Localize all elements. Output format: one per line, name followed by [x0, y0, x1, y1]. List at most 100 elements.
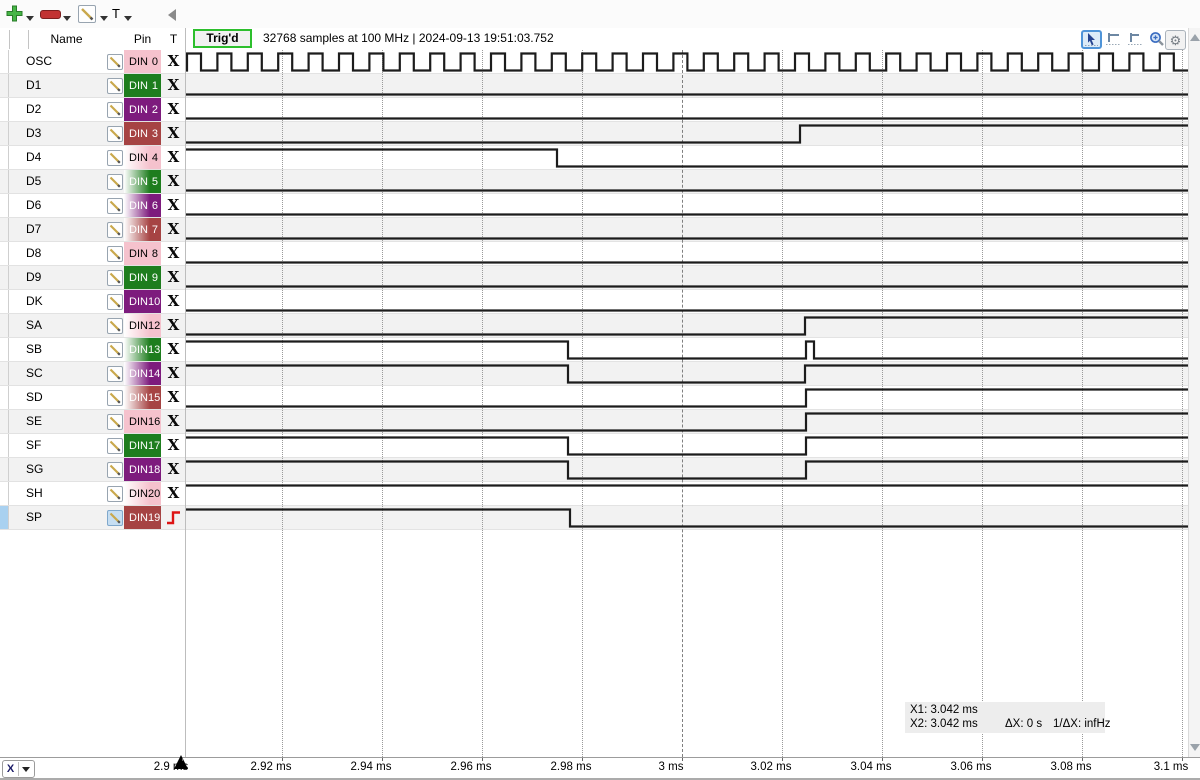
- row-selection-strip[interactable]: [0, 50, 9, 73]
- edit-channel-cell[interactable]: [105, 146, 124, 169]
- pin-badge[interactable]: DIN 8: [124, 242, 161, 265]
- scroll-down-icon[interactable]: [1190, 744, 1200, 751]
- channel-row-dk[interactable]: DK DIN 10 X: [0, 290, 186, 314]
- trigd-indicator[interactable]: Trig'd: [193, 29, 252, 48]
- trigger-cell[interactable]: X: [161, 98, 186, 121]
- remove-channel-button[interactable]: [40, 10, 61, 19]
- trigger-cell[interactable]: X: [161, 266, 186, 289]
- pin-badge[interactable]: DIN 18: [124, 458, 161, 481]
- pin-badge[interactable]: DIN 12: [124, 314, 161, 337]
- row-selection-strip[interactable]: [0, 74, 9, 97]
- trigger-cell[interactable]: X: [161, 410, 186, 433]
- channel-name-label[interactable]: D9: [26, 270, 42, 284]
- trigger-cell[interactable]: X: [161, 146, 186, 169]
- channel-name-label[interactable]: D7: [26, 222, 42, 236]
- trigger-cell[interactable]: X: [161, 290, 186, 313]
- pin-badge[interactable]: DIN 16: [124, 410, 161, 433]
- channel-row-d4[interactable]: D4 DIN 4 X: [0, 146, 186, 170]
- trigger-cell[interactable]: X: [161, 122, 186, 145]
- trigger-cell[interactable]: [161, 506, 186, 529]
- edit-channel-cell[interactable]: [105, 194, 124, 217]
- row-selection-strip-selected[interactable]: [0, 506, 9, 529]
- channel-name-label[interactable]: SE: [26, 414, 43, 428]
- pin-badge[interactable]: DIN 3: [124, 122, 161, 145]
- row-selection-strip[interactable]: [0, 434, 9, 457]
- trigger-cell[interactable]: X: [161, 194, 186, 217]
- channel-row-osc[interactable]: OSC DIN 0 X: [0, 50, 186, 74]
- trigger-cell[interactable]: X: [161, 242, 186, 265]
- channel-name-label[interactable]: D4: [26, 150, 42, 164]
- panel-divider[interactable]: [185, 28, 186, 757]
- channel-name-label[interactable]: D3: [26, 126, 42, 140]
- trigger-menu-button[interactable]: T: [112, 6, 120, 21]
- channel-row-sg[interactable]: SG DIN 18 X: [0, 458, 186, 482]
- pin-badge[interactable]: DIN 9: [124, 266, 161, 289]
- row-selection-strip[interactable]: [0, 242, 9, 265]
- edit-channel-cell[interactable]: [105, 50, 124, 73]
- channel-row-d5[interactable]: D5 DIN 5 X: [0, 170, 186, 194]
- trigger-cell[interactable]: X: [161, 482, 186, 505]
- row-selection-strip[interactable]: [0, 314, 9, 337]
- channel-name-label[interactable]: D2: [26, 102, 42, 116]
- edit-channel-cell[interactable]: [105, 482, 124, 505]
- channel-row-sc[interactable]: SC DIN 14 X: [0, 362, 186, 386]
- axis-mode-dropdown[interactable]: X: [2, 760, 35, 778]
- edit-channel-cell[interactable]: [105, 170, 124, 193]
- trigger-cell[interactable]: X: [161, 74, 186, 97]
- x2-cursor-button[interactable]: [1126, 30, 1145, 48]
- row-selection-strip[interactable]: [0, 218, 9, 241]
- zoom-button[interactable]: [1147, 30, 1166, 48]
- edit-channel-cell[interactable]: [105, 434, 124, 457]
- channel-row-sh[interactable]: SH DIN 20 X: [0, 482, 186, 506]
- edit-channel-cell[interactable]: [105, 386, 124, 409]
- trigger-cell[interactable]: X: [161, 434, 186, 457]
- edit-channel-cell[interactable]: [105, 98, 124, 121]
- pin-badge[interactable]: DIN 17: [124, 434, 161, 457]
- add-channel-menu-caret[interactable]: [26, 16, 34, 21]
- row-selection-strip[interactable]: [0, 386, 9, 409]
- trigger-cell[interactable]: X: [161, 314, 186, 337]
- row-selection-strip[interactable]: [0, 266, 9, 289]
- channel-row-sp[interactable]: SP DIN 19: [0, 506, 186, 530]
- channel-name-label[interactable]: DK: [26, 294, 43, 308]
- edit-channel-cell[interactable]: [105, 458, 124, 481]
- pin-badge[interactable]: DIN 5: [124, 170, 161, 193]
- scroll-up-icon[interactable]: [1190, 34, 1200, 41]
- edit-channel-button[interactable]: [78, 5, 96, 23]
- row-selection-strip[interactable]: [0, 98, 9, 121]
- channel-name-label[interactable]: OSC: [26, 54, 53, 68]
- channel-row-sd[interactable]: SD DIN 15 X: [0, 386, 186, 410]
- pin-badge[interactable]: DIN 1: [124, 74, 161, 97]
- channel-row-d2[interactable]: D2 DIN 2 X: [0, 98, 186, 122]
- channel-name-label[interactable]: D5: [26, 174, 42, 188]
- pin-badge[interactable]: DIN 10: [124, 290, 161, 313]
- trigger-cell[interactable]: X: [161, 386, 186, 409]
- channel-name-label[interactable]: SP: [26, 510, 43, 524]
- x1-cursor-button[interactable]: [1104, 30, 1123, 48]
- channel-name-label[interactable]: D1: [26, 78, 42, 92]
- pin-badge[interactable]: DIN 6: [124, 194, 161, 217]
- pin-badge[interactable]: DIN 4: [124, 146, 161, 169]
- pin-badge[interactable]: DIN 0: [124, 50, 161, 73]
- add-channel-button[interactable]: [6, 5, 23, 22]
- row-selection-strip[interactable]: [0, 194, 9, 217]
- channel-name-label[interactable]: D8: [26, 246, 42, 260]
- channel-row-d8[interactable]: D8 DIN 8 X: [0, 242, 186, 266]
- channel-name-label[interactable]: SB: [26, 342, 43, 356]
- channel-row-d6[interactable]: D6 DIN 6 X: [0, 194, 186, 218]
- row-selection-strip[interactable]: [0, 482, 9, 505]
- pin-badge[interactable]: DIN 2: [124, 98, 161, 121]
- edit-channel-cell[interactable]: [105, 242, 124, 265]
- channel-name-label[interactable]: SH: [26, 486, 43, 500]
- channel-row-se[interactable]: SE DIN 16 X: [0, 410, 186, 434]
- channel-row-sb[interactable]: SB DIN 13 X: [0, 338, 186, 362]
- channel-name-label[interactable]: SC: [26, 366, 43, 380]
- row-selection-strip[interactable]: [0, 122, 9, 145]
- time-axis[interactable]: X 2.9 ms 2.92 ms 2.94 ms 2.96 ms 2.98 ms 3 ms…: [0, 755, 1200, 779]
- edit-channel-cell[interactable]: [105, 74, 124, 97]
- edit-channel-cell[interactable]: [105, 506, 124, 529]
- trigger-cell[interactable]: X: [161, 338, 186, 361]
- edit-channel-cell[interactable]: [105, 122, 124, 145]
- channel-row-sa[interactable]: SA DIN 12 X: [0, 314, 186, 338]
- trigger-cell[interactable]: X: [161, 218, 186, 241]
